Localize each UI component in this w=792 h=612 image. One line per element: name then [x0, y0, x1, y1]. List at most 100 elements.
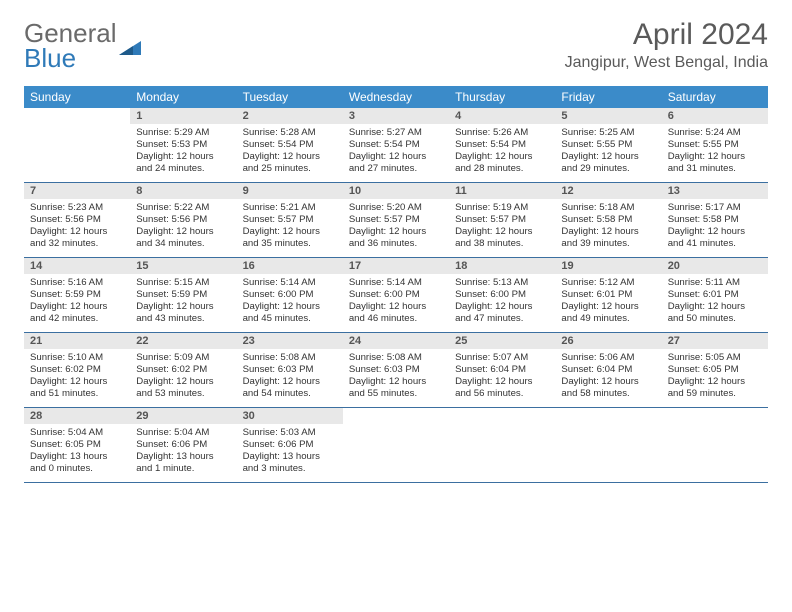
day-detail-line: and 31 minutes. — [668, 163, 762, 175]
calendar-cell: 10Sunrise: 5:20 AMSunset: 5:57 PMDayligh… — [343, 183, 449, 258]
day-detail-line: Sunrise: 5:27 AM — [349, 127, 443, 139]
day-detail-line: Daylight: 12 hours — [455, 226, 549, 238]
day-detail-line: and 46 minutes. — [349, 313, 443, 325]
day-detail-line: and 3 minutes. — [243, 463, 337, 475]
day-detail-line: Sunrise: 5:25 AM — [561, 127, 655, 139]
weekday-header: Tuesday — [237, 86, 343, 108]
day-number: 13 — [662, 183, 768, 199]
day-detail-line: Daylight: 12 hours — [668, 301, 762, 313]
day-detail-line: Sunrise: 5:13 AM — [455, 277, 549, 289]
day-detail-line: Daylight: 12 hours — [243, 151, 337, 163]
day-details: Sunrise: 5:10 AMSunset: 6:02 PMDaylight:… — [24, 349, 130, 407]
day-detail-line: Sunset: 6:02 PM — [30, 364, 124, 376]
day-detail-line: Daylight: 12 hours — [136, 376, 230, 388]
weekday-header: Sunday — [24, 86, 130, 108]
day-number: 20 — [662, 258, 768, 274]
calendar-cell: 13Sunrise: 5:17 AMSunset: 5:58 PMDayligh… — [662, 183, 768, 258]
day-detail-line: Sunrise: 5:07 AM — [455, 352, 549, 364]
day-detail-line: Sunset: 6:04 PM — [561, 364, 655, 376]
day-detail-line: Sunset: 6:01 PM — [668, 289, 762, 301]
day-detail-line: and 51 minutes. — [30, 388, 124, 400]
weekday-header: Thursday — [449, 86, 555, 108]
day-detail-line: Sunset: 6:01 PM — [561, 289, 655, 301]
day-detail-line: Daylight: 12 hours — [349, 301, 443, 313]
calendar-cell: 21Sunrise: 5:10 AMSunset: 6:02 PMDayligh… — [24, 333, 130, 408]
day-detail-line: Sunrise: 5:03 AM — [243, 427, 337, 439]
day-number: 10 — [343, 183, 449, 199]
day-details: Sunrise: 5:09 AMSunset: 6:02 PMDaylight:… — [130, 349, 236, 407]
day-number: 1 — [130, 108, 236, 124]
day-detail-line: Sunset: 5:59 PM — [136, 289, 230, 301]
day-details: Sunrise: 5:20 AMSunset: 5:57 PMDaylight:… — [343, 199, 449, 257]
weekday-header: Friday — [555, 86, 661, 108]
day-number: 21 — [24, 333, 130, 349]
day-detail-line: Sunset: 5:58 PM — [561, 214, 655, 226]
calendar-table: Sunday Monday Tuesday Wednesday Thursday… — [24, 86, 768, 483]
calendar-cell: 14Sunrise: 5:16 AMSunset: 5:59 PMDayligh… — [24, 258, 130, 333]
day-detail-line: and 24 minutes. — [136, 163, 230, 175]
day-detail-line: and 50 minutes. — [668, 313, 762, 325]
weekday-header: Monday — [130, 86, 236, 108]
day-detail-line: Sunset: 5:55 PM — [668, 139, 762, 151]
calendar-week-row: 1 Sunrise: 5:29 AMSunset: 5:53 PM Daylight… — [24, 108, 768, 183]
day-detail-line: Sunset: 5:53 PM — [136, 139, 230, 151]
day-detail-line: and 29 minutes. — [561, 163, 655, 175]
day-detail-line: and 58 minutes. — [561, 388, 655, 400]
day-detail-line: Daylight: 12 hours — [30, 226, 124, 238]
calendar-cell: 7Sunrise: 5:23 AMSunset: 5:56 PMDaylight… — [24, 183, 130, 258]
calendar-cell: 6Sunrise: 5:24 AMSunset: 5:55 PMDaylight… — [662, 108, 768, 183]
calendar-cell — [343, 408, 449, 483]
day-number: 26 — [555, 333, 661, 349]
day-details: Sunrise: 5:08 AMSunset: 6:03 PMDaylight:… — [237, 349, 343, 407]
day-detail-line: Sunrise: 5:04 AM — [136, 427, 230, 439]
day-detail-line: Daylight: 12 hours — [349, 226, 443, 238]
day-detail-line: Daylight: 12 hours — [30, 376, 124, 388]
weekday-header: Wednesday — [343, 86, 449, 108]
logo: GeneralBlue — [24, 18, 141, 74]
day-detail-line: Sunset: 5:58 PM — [668, 214, 762, 226]
day-detail-line: Sunset: 6:00 PM — [243, 289, 337, 301]
day-detail-line: Daylight: 12 hours — [668, 376, 762, 388]
empty-cell — [343, 408, 449, 466]
day-number: 12 — [555, 183, 661, 199]
day-detail-line: and 42 minutes. — [30, 313, 124, 325]
day-detail-line: Sunset: 6:05 PM — [30, 439, 124, 451]
day-detail-line: Sunset: 6:03 PM — [243, 364, 337, 376]
day-details: Sunrise: 5:17 AMSunset: 5:58 PMDaylight:… — [662, 199, 768, 257]
calendar-cell: 28Sunrise: 5:04 AMSunset: 6:05 PMDayligh… — [24, 408, 130, 483]
day-detail-line: Sunrise: 5:16 AM — [30, 277, 124, 289]
empty-cell — [449, 408, 555, 466]
day-detail-line: Daylight: 13 hours — [136, 451, 230, 463]
calendar-cell — [555, 408, 661, 483]
day-detail-line: Sunrise: 5:14 AM — [349, 277, 443, 289]
calendar-week-row: 28Sunrise: 5:04 AMSunset: 6:05 PMDayligh… — [24, 408, 768, 483]
day-detail-line: Sunrise: 5:21 AM — [243, 202, 337, 214]
day-number: 5 — [555, 108, 661, 124]
day-detail-line: and 49 minutes. — [561, 313, 655, 325]
day-details: Sunrise: 5:25 AMSunset: 5:55 PMDaylight:… — [555, 124, 661, 182]
day-number: 15 — [130, 258, 236, 274]
day-detail-line: Sunrise: 5:08 AM — [243, 352, 337, 364]
day-detail-line: Sunset: 5:54 PM — [349, 139, 443, 151]
day-details: Sunrise: 5:05 AMSunset: 6:05 PMDaylight:… — [662, 349, 768, 407]
day-detail-line: Sunrise: 5:28 AM — [243, 127, 337, 139]
weekday-header: Saturday — [662, 86, 768, 108]
day-detail-line: and 54 minutes. — [243, 388, 337, 400]
day-detail-line: Sunrise: 5:04 AM — [30, 427, 124, 439]
day-detail-line: Sunrise: 5:14 AM — [243, 277, 337, 289]
day-details: Sunrise: 5:11 AMSunset: 6:01 PMDaylight:… — [662, 274, 768, 332]
day-details: Sunrise: 5:03 AMSunset: 6:06 PMDaylight:… — [237, 424, 343, 482]
day-number: 22 — [130, 333, 236, 349]
day-details: Sunrise: 5:24 AMSunset: 5:55 PMDaylight:… — [662, 124, 768, 182]
day-number: 3 — [343, 108, 449, 124]
day-number: 19 — [555, 258, 661, 274]
calendar-cell: 8Sunrise: 5:22 AMSunset: 5:56 PMDaylight… — [130, 183, 236, 258]
day-details: Sunrise: 5:07 AMSunset: 6:04 PMDaylight:… — [449, 349, 555, 407]
day-detail-line: Sunset: 5:56 PM — [136, 214, 230, 226]
day-detail-line: Daylight: 12 hours — [455, 151, 549, 163]
day-detail-line: Daylight: 13 hours — [30, 451, 124, 463]
calendar-cell: 26Sunrise: 5:06 AMSunset: 6:04 PMDayligh… — [555, 333, 661, 408]
day-detail-line: Sunrise: 5:29 AM — [136, 127, 230, 139]
day-detail-line: Sunset: 6:02 PM — [136, 364, 230, 376]
day-detail-line: Sunrise: 5:17 AM — [668, 202, 762, 214]
